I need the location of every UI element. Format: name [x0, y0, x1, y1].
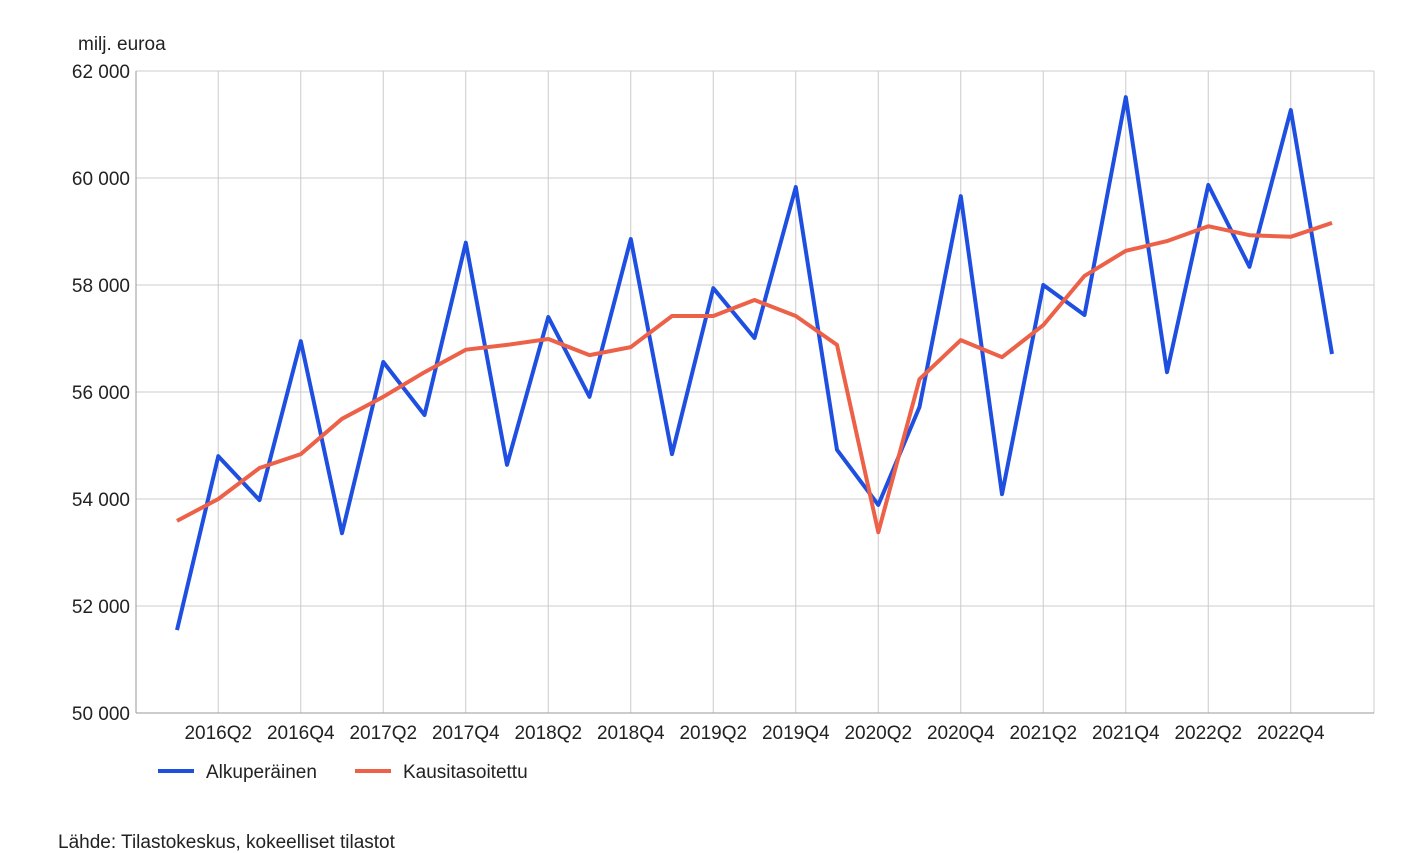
x-tick-label: 2018Q2 [514, 723, 582, 744]
y-tick-label: 50 000 [72, 704, 130, 725]
x-tick-label: 2019Q2 [679, 723, 747, 744]
y-tick-label: 58 000 [72, 276, 130, 297]
series-line [176, 221, 1333, 535]
series-line [175, 95, 1334, 631]
x-tick-label: 2020Q4 [927, 723, 995, 744]
x-tick-label: 2021Q4 [1092, 723, 1160, 744]
y-axis-unit: milj. euroa [78, 34, 166, 55]
legend-label: Alkuperäinen [206, 762, 317, 783]
x-tick-label: 2017Q2 [349, 723, 417, 744]
x-tick-label: 2016Q2 [184, 723, 252, 744]
y-tick-label: 52 000 [72, 597, 130, 618]
x-tick-label: 2020Q2 [844, 723, 912, 744]
y-tick-label: 56 000 [72, 383, 130, 404]
x-tick-label: 2018Q4 [597, 723, 665, 744]
x-tick-label: 2022Q4 [1257, 723, 1325, 744]
x-tick-label: 2016Q4 [267, 723, 335, 744]
y-tick-label: 54 000 [72, 490, 130, 511]
source-note: Lähde: Tilastokeskus, kokeelliset tilast… [58, 832, 396, 853]
x-tick-label: 2021Q2 [1009, 723, 1077, 744]
x-tick-label: 2022Q2 [1174, 723, 1242, 744]
legend-label: Kausitasoitettu [403, 762, 528, 783]
x-tick-label: 2019Q4 [762, 723, 830, 744]
y-tick-label: 60 000 [72, 169, 130, 190]
x-tick-label: 2017Q4 [432, 723, 500, 744]
y-tick-label: 62 000 [72, 62, 130, 83]
